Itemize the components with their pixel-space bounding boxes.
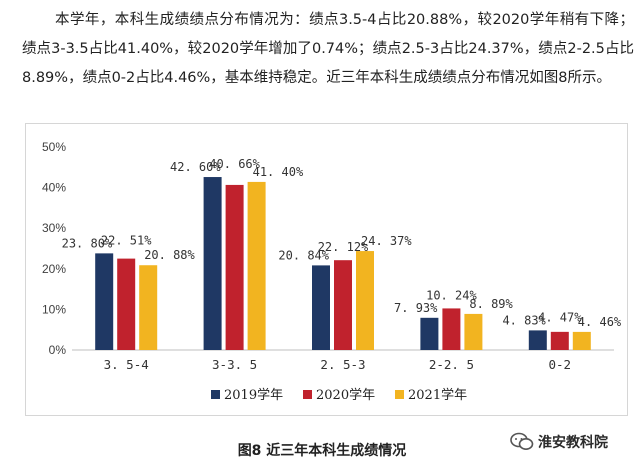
bar-chart-panel: 0% 10% 20% 30% 40% 50% 3. 5-4 3-3. 5 2. 5-3 2-2. … xyxy=(25,123,628,416)
watermark-text: 淮安教科院 xyxy=(538,435,608,451)
legend-swatch-2 xyxy=(395,390,404,399)
y-tick-label: 30% xyxy=(42,221,66,235)
legend-swatch-0 xyxy=(211,390,220,399)
y-tick-label: 20% xyxy=(42,262,66,276)
bar-2019学年-3-3.5 xyxy=(203,177,222,350)
legend-swatch-1 xyxy=(303,390,312,399)
data-label: 4. 46% xyxy=(578,315,622,329)
bar-2020学年-2.5-3 xyxy=(334,260,352,350)
y-tick-label: 50% xyxy=(42,140,66,154)
bar-2020学年-0-2 xyxy=(550,331,569,350)
bar-2021学年-0-2 xyxy=(572,331,591,350)
bar-2019学年-0-2 xyxy=(528,330,547,350)
bar-2020学年-3-3.5 xyxy=(225,184,244,350)
wechat-icon xyxy=(510,432,534,450)
legend-label: 2020学年 xyxy=(316,387,375,403)
intro-paragraph: 本学年，本科生成绩绩点分布情况为：绩点3.5-4占比20.88%，较2020学年… xyxy=(22,12,634,86)
bar-2021学年-2.5-3 xyxy=(356,251,374,350)
data-label: 22. 51% xyxy=(101,233,152,247)
x-tick-label: 2. 5-3 xyxy=(320,357,365,372)
bar-2021学年-2-2.5 xyxy=(464,313,483,350)
data-label: 4. 83% xyxy=(502,313,546,327)
data-label: 42. 60% xyxy=(170,160,221,174)
wechat-watermark: 淮安教科院 xyxy=(510,432,608,452)
data-label: 7. 93% xyxy=(394,301,438,315)
data-label: 22. 12% xyxy=(318,240,369,254)
bar-chart: 0% 10% 20% 30% 40% 50% 3. 5-4 3-3. 5 2. 5-3 2-2. … xyxy=(42,140,622,403)
bar-2020学年-2-2.5 xyxy=(442,308,461,350)
y-tick-label: 40% xyxy=(42,181,66,195)
data-label: 24. 37% xyxy=(361,234,412,248)
legend-label: 2021学年 xyxy=(408,387,467,403)
data-label: 40. 66% xyxy=(209,157,260,171)
x-tick-label: 0-2 xyxy=(549,357,572,372)
bar-2021学年-3.5-4 xyxy=(139,265,158,350)
y-tick-label: 10% xyxy=(42,302,66,316)
data-label: 41. 40% xyxy=(253,165,304,179)
x-tick-label: 3-3. 5 xyxy=(212,357,257,372)
data-label: 20. 84% xyxy=(278,248,329,262)
data-label: 10. 24% xyxy=(426,288,477,302)
bar-2019学年-2.5-3 xyxy=(312,265,330,350)
x-tick-label: 3. 5-4 xyxy=(104,357,149,372)
x-tick-label: 2-2. 5 xyxy=(429,357,474,372)
data-label: 4. 47% xyxy=(538,310,582,324)
figure-caption: 图8 近三年本科生成绩情况 xyxy=(237,443,407,459)
data-label: 23. 80% xyxy=(62,236,113,250)
data-label: 20. 88% xyxy=(144,248,195,262)
bar-2021学年-3-3.5 xyxy=(247,181,266,350)
data-label: 8. 89% xyxy=(469,297,513,311)
bar-2020学年-3.5-4 xyxy=(117,258,136,350)
bar-2019学年-3.5-4 xyxy=(95,253,114,350)
bar-2019学年-2-2.5 xyxy=(420,317,439,350)
legend-label: 2019学年 xyxy=(224,387,283,403)
y-tick-label: 0% xyxy=(49,343,67,357)
